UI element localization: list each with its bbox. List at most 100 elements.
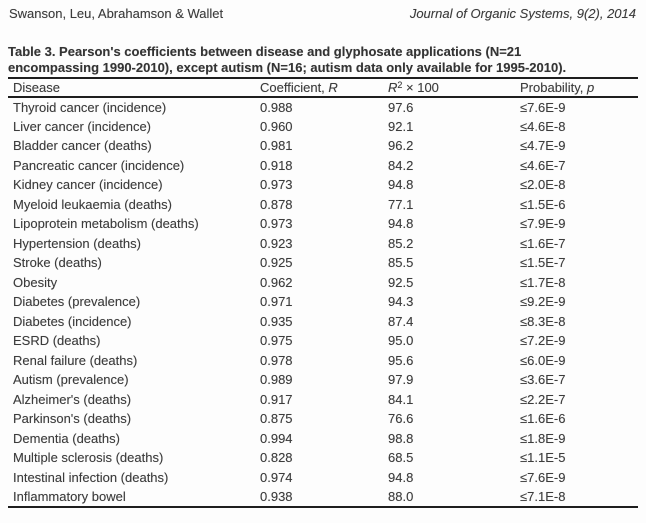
cell-probability: ≤7.6E-9 bbox=[520, 99, 566, 115]
table-row: Hypertension (deaths) 0.923 85.2 ≤1.6E-7 bbox=[8, 234, 638, 254]
cell-disease: Diabetes (incidence) bbox=[13, 313, 132, 329]
cell-r2x100: 94.3 bbox=[388, 294, 414, 310]
cell-coefficient: 0.918 bbox=[260, 157, 293, 173]
table-row: Inflammatory bowel 0.938 88.0 ≤7.1E-8 bbox=[8, 487, 638, 507]
cell-r2x100: 87.4 bbox=[388, 313, 414, 329]
cell-r2x100: 92.5 bbox=[388, 274, 414, 290]
cell-disease: Inflammatory bowel bbox=[13, 488, 126, 504]
cell-probability: ≤7.2E-9 bbox=[520, 333, 566, 349]
cell-probability: ≤1.6E-7 bbox=[520, 235, 566, 251]
cell-disease: Intestinal infection (deaths) bbox=[13, 469, 169, 485]
running-head: Swanson, Leu, Abrahamson & Wallet Journa… bbox=[9, 6, 636, 21]
cell-coefficient: 0.975 bbox=[260, 333, 293, 349]
cell-disease: Lipoprotein metabolism (deaths) bbox=[13, 216, 199, 232]
cell-probability: ≤4.6E-7 bbox=[520, 157, 566, 173]
cell-coefficient: 0.973 bbox=[260, 177, 293, 193]
cell-probability: ≤4.7E-9 bbox=[520, 138, 566, 154]
col-header-coefficient: Coefficient, R bbox=[260, 78, 388, 97]
cell-probability: ≤4.6E-8 bbox=[520, 118, 566, 134]
col-header-r-squared-suffix: × 100 bbox=[402, 80, 439, 95]
col-header-coefficient-symbol: R bbox=[328, 80, 338, 95]
table-row: Diabetes (prevalence) 0.971 94.3 ≤9.2E-9 bbox=[8, 292, 638, 312]
cell-disease: Multiple sclerosis (deaths) bbox=[13, 450, 164, 466]
cell-disease: Hypertension (deaths) bbox=[13, 235, 141, 251]
cell-disease: Bladder cancer (deaths) bbox=[13, 138, 152, 154]
cell-r2x100: 85.2 bbox=[388, 235, 414, 251]
cell-coefficient: 0.971 bbox=[260, 294, 293, 310]
table-row: Myeloid leukaemia (deaths) 0.878 77.1 ≤1… bbox=[8, 195, 638, 215]
col-header-r-squared: R2 × 100 bbox=[388, 78, 520, 97]
table-row: Obesity 0.962 92.5 ≤1.7E-8 bbox=[8, 273, 638, 293]
cell-r2x100: 95.6 bbox=[388, 352, 414, 368]
table-row: Stroke (deaths) 0.925 85.5 ≤1.5E-7 bbox=[8, 253, 638, 273]
cell-disease: Renal failure (deaths) bbox=[13, 352, 138, 368]
col-header-r-squared-symbol: R bbox=[388, 80, 398, 95]
cell-r2x100: 96.2 bbox=[388, 138, 414, 154]
cell-probability: ≤1.5E-6 bbox=[520, 196, 566, 212]
cell-probability: ≤1.1E-5 bbox=[520, 450, 566, 466]
table-caption-line1: Table 3. Pearson's coefficients between … bbox=[8, 44, 522, 59]
table-row: Multiple sclerosis (deaths) 0.828 68.5 ≤… bbox=[8, 448, 638, 468]
table-row: Dementia (deaths) 0.994 98.8 ≤1.8E-9 bbox=[8, 429, 638, 449]
cell-probability: ≤1.5E-7 bbox=[520, 255, 566, 271]
table-row: Lipoprotein metabolism (deaths) 0.973 94… bbox=[8, 214, 638, 234]
cell-r2x100: 97.6 bbox=[388, 99, 414, 115]
cell-r2x100: 94.8 bbox=[388, 469, 414, 485]
cell-probability: ≤7.9E-9 bbox=[520, 216, 566, 232]
cell-r2x100: 76.6 bbox=[388, 411, 414, 427]
col-header-coefficient-label: Coefficient, bbox=[260, 80, 329, 95]
cell-disease: Liver cancer (incidence) bbox=[13, 118, 152, 134]
col-header-disease-label: Disease bbox=[13, 80, 60, 95]
running-head-journal-citation: Journal of Organic Systems, 9(2), 2014 bbox=[409, 6, 636, 21]
cell-probability: ≤8.3E-8 bbox=[520, 313, 566, 329]
cell-probability: ≤1.7E-8 bbox=[520, 274, 566, 290]
col-header-probability: Probability, p bbox=[520, 78, 638, 97]
cell-probability: ≤9.2E-9 bbox=[520, 294, 566, 310]
cell-coefficient: 0.994 bbox=[260, 430, 293, 446]
table-caption-line2: encompassing 1990-2010), except autism (… bbox=[8, 60, 567, 75]
cell-coefficient: 0.938 bbox=[260, 488, 293, 504]
table-row: Intestinal infection (deaths) 0.974 94.8… bbox=[8, 468, 638, 488]
table-row: Diabetes (incidence) 0.935 87.4 ≤8.3E-8 bbox=[8, 312, 638, 332]
cell-disease: ESRD (deaths) bbox=[13, 333, 101, 349]
cell-r2x100: 68.5 bbox=[388, 450, 414, 466]
cell-probability: ≤3.6E-7 bbox=[520, 372, 566, 388]
cell-disease: Thyroid cancer (incidence) bbox=[13, 99, 167, 115]
table-row: ESRD (deaths) 0.975 95.0 ≤7.2E-9 bbox=[8, 331, 638, 351]
table-row: Pancreatic cancer (incidence) 0.918 84.2… bbox=[8, 156, 638, 176]
cell-disease: Dementia (deaths) bbox=[13, 430, 120, 446]
cell-disease: Kidney cancer (incidence) bbox=[13, 177, 163, 193]
cell-r2x100: 77.1 bbox=[388, 196, 414, 212]
cell-probability: ≤1.8E-9 bbox=[520, 430, 566, 446]
cell-r2x100: 95.0 bbox=[388, 333, 414, 349]
cell-coefficient: 0.981 bbox=[260, 138, 293, 154]
col-header-r-squared-exponent: 2 bbox=[397, 80, 403, 90]
cell-coefficient: 0.989 bbox=[260, 372, 293, 388]
cell-r2x100: 94.8 bbox=[388, 216, 414, 232]
cell-coefficient: 0.960 bbox=[260, 118, 293, 134]
cell-r2x100: 92.1 bbox=[388, 118, 414, 134]
cell-probability: ≤7.6E-9 bbox=[520, 469, 566, 485]
cell-coefficient: 0.973 bbox=[260, 216, 293, 232]
cell-probability: ≤2.2E-7 bbox=[520, 391, 566, 407]
col-header-probability-label: Probability, bbox=[520, 80, 587, 95]
cell-r2x100: 84.1 bbox=[388, 391, 414, 407]
cell-r2x100: 84.2 bbox=[388, 157, 414, 173]
cell-disease: Alzheimer's (deaths) bbox=[13, 391, 132, 407]
col-header-disease: Disease bbox=[8, 78, 260, 97]
table-row: Thyroid cancer (incidence) 0.988 97.6 ≤7… bbox=[8, 97, 638, 117]
cell-coefficient: 0.878 bbox=[260, 196, 293, 212]
table-row: Kidney cancer (incidence) 0.973 94.8 ≤2.… bbox=[8, 175, 638, 195]
col-header-probability-symbol: p bbox=[586, 80, 595, 95]
cell-disease: Obesity bbox=[13, 274, 58, 290]
cell-r2x100: 97.9 bbox=[388, 372, 414, 388]
cell-coefficient: 0.974 bbox=[260, 469, 293, 485]
cell-coefficient: 0.917 bbox=[260, 391, 293, 407]
cell-r2x100: 88.0 bbox=[388, 488, 414, 504]
cell-probability: ≤1.6E-6 bbox=[520, 411, 566, 427]
cell-coefficient: 0.962 bbox=[260, 274, 293, 290]
cell-coefficient: 0.875 bbox=[260, 411, 293, 427]
cell-probability: ≤2.0E-8 bbox=[520, 177, 566, 193]
cell-disease: Myeloid leukaemia (deaths) bbox=[13, 196, 172, 212]
